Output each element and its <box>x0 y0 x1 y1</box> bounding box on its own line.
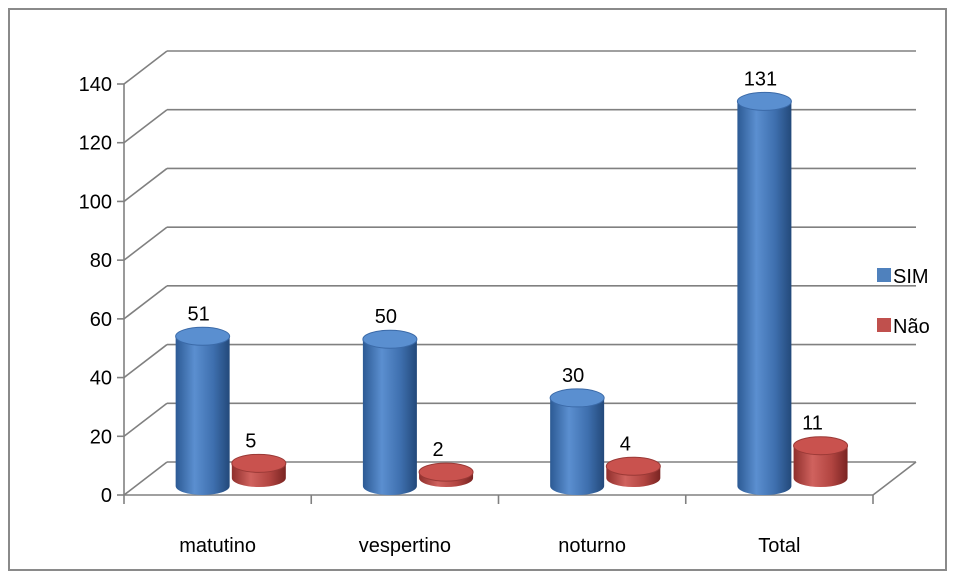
bar-sim-vespertino <box>362 329 418 495</box>
data-label: 50 <box>375 306 397 328</box>
data-label: 30 <box>562 365 584 387</box>
gridline-side <box>123 109 168 144</box>
y-tick-label: 120 <box>79 133 112 155</box>
data-labels: 51 50 30 131 5 2 4 11 <box>188 68 823 461</box>
x-tick-label: vespertino <box>359 535 451 557</box>
data-label: 11 <box>802 413 823 435</box>
bar-cap <box>231 453 287 473</box>
x-tick-label: noturno <box>558 535 626 557</box>
gridline-side <box>123 461 168 496</box>
bar-cap <box>175 326 231 346</box>
data-label: 4 <box>620 433 631 455</box>
y-tick-label: 0 <box>101 485 112 507</box>
x-tick-label: Total <box>758 535 800 557</box>
bar-cap <box>793 436 849 456</box>
bar-body <box>793 445 848 487</box>
y-tick-label: 100 <box>79 191 112 213</box>
y-tick-label: 60 <box>90 309 112 331</box>
bar-cap <box>362 329 418 349</box>
legend-label-sim: SIM <box>893 266 929 288</box>
bars <box>175 91 849 496</box>
bar-body <box>737 101 792 496</box>
bar-nao-noturno <box>605 456 661 487</box>
bar-nao-total <box>793 436 849 487</box>
legend-swatch-sim <box>877 268 891 282</box>
y-tick-label: 140 <box>79 74 112 96</box>
legend-swatch-nao <box>877 318 891 332</box>
bar-body <box>550 397 605 495</box>
bar-sim-noturno <box>549 388 605 495</box>
bar-nao-matutino <box>231 453 287 487</box>
bar-body <box>175 336 230 495</box>
legend-label-nao: Não <box>893 316 930 338</box>
bar-sim-matutino <box>175 326 231 495</box>
y-tick-label: 40 <box>90 368 112 390</box>
bar-cap <box>736 91 792 111</box>
bar-sim-total <box>736 91 792 496</box>
axes: 0 20 40 60 80 100 120 140 matutino vespertino notu… <box>79 74 874 557</box>
legend: SIM Não <box>877 266 930 338</box>
bar-nao-vespertino <box>418 462 474 487</box>
y-tick-label: 20 <box>90 426 112 448</box>
bar-body <box>362 339 417 495</box>
bar-cap <box>549 388 605 408</box>
bar-cap <box>418 462 474 482</box>
y-tick-label: 80 <box>90 250 112 272</box>
bar-cap <box>605 456 661 476</box>
gridline-side <box>123 402 168 437</box>
gridline-side <box>123 343 168 379</box>
data-label: 5 <box>245 430 256 452</box>
grid <box>123 50 917 496</box>
floor-edge <box>872 461 917 496</box>
gridline-side <box>123 167 168 203</box>
data-label: 51 <box>188 303 210 325</box>
gridline-side <box>123 50 168 85</box>
data-label: 131 <box>744 68 777 90</box>
gridline-side <box>123 285 168 320</box>
x-tick-label: matutino <box>179 535 256 557</box>
gridline-side <box>123 226 168 261</box>
data-label: 2 <box>433 439 444 461</box>
